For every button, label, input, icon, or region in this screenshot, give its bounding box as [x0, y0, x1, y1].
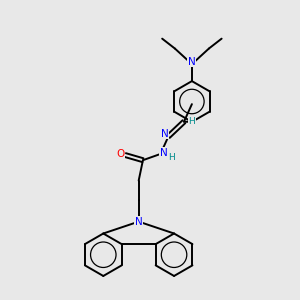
- Text: N: N: [135, 217, 142, 226]
- Text: O: O: [116, 149, 124, 159]
- Text: N: N: [160, 148, 168, 158]
- Text: H: H: [168, 153, 175, 162]
- Text: H: H: [188, 117, 195, 126]
- Text: N: N: [161, 129, 169, 139]
- Text: N: N: [188, 57, 196, 67]
